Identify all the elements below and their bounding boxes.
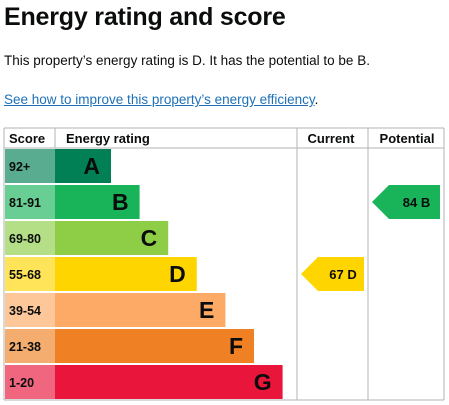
header-energy-rating: Energy rating — [66, 131, 150, 146]
rating-summary: This property’s energy rating is D. It h… — [4, 53, 370, 68]
band-bar-E — [55, 293, 226, 327]
score-range-D: 55-68 — [9, 268, 41, 282]
score-cell-tint-G — [5, 365, 55, 399]
current-rating-arrow — [301, 257, 364, 291]
improve-link-paragraph: See how to improve this property’s energ… — [4, 91, 318, 109]
score-range-F: 21-38 — [9, 340, 41, 354]
score-cell-tint-C — [5, 221, 55, 255]
band-letter-D: D — [169, 261, 186, 287]
rating-bands: 92+ A 81-91 B 69-80 C 55-68 D 39-54 E 21-38 F 1-20 G — [5, 149, 283, 399]
score-cell-tint-D — [5, 257, 55, 291]
score-cell-tint-E — [5, 293, 55, 327]
score-cell-F — [5, 329, 55, 363]
score-range-G: 1-20 — [9, 376, 34, 390]
score-range-E: 39-54 — [9, 304, 41, 318]
band-letter-G: G — [254, 369, 272, 395]
potential-rating-label: 84 B — [403, 195, 430, 210]
header-potential: Potential — [380, 131, 435, 146]
header-score: Score — [9, 131, 45, 146]
band-letter-B: B — [112, 189, 129, 215]
band-letter-F: F — [229, 333, 243, 359]
score-cell-D — [5, 257, 55, 291]
improve-efficiency-link[interactable]: See how to improve this property’s energ… — [4, 92, 315, 107]
band-bar-C — [55, 221, 169, 255]
header-current: Current — [308, 131, 356, 146]
band-bar-D — [55, 257, 197, 291]
band-letter-E: E — [199, 297, 214, 323]
score-cell-tint-A — [5, 149, 55, 183]
score-cell-B — [5, 185, 55, 219]
potential-rating-arrow — [372, 185, 440, 219]
chart-headers: Score Energy rating Current Potential — [9, 131, 434, 146]
score-cell-tint-F — [5, 329, 55, 363]
score-range-B: 81-91 — [9, 196, 41, 210]
page-title: Energy rating and score — [4, 3, 286, 31]
score-range-A: 92+ — [9, 160, 30, 174]
score-cell-A — [5, 149, 55, 183]
band-bar-A — [55, 149, 111, 183]
rating-markers: 67 D 84 B — [301, 185, 440, 291]
current-rating-label: 67 D — [329, 267, 356, 282]
band-bar-B — [55, 185, 140, 219]
band-letter-C: C — [141, 225, 158, 251]
band-bar-F — [55, 329, 254, 363]
link-full-stop: . — [314, 92, 319, 107]
band-bar-G — [55, 365, 283, 399]
score-range-C: 69-80 — [9, 232, 41, 246]
score-cell-E — [5, 293, 55, 327]
score-cell-tint-B — [5, 185, 55, 219]
chart-grid — [3, 127, 445, 401]
score-cell-C — [5, 221, 55, 255]
band-letter-A: A — [83, 153, 100, 179]
score-cell-G — [5, 365, 55, 399]
